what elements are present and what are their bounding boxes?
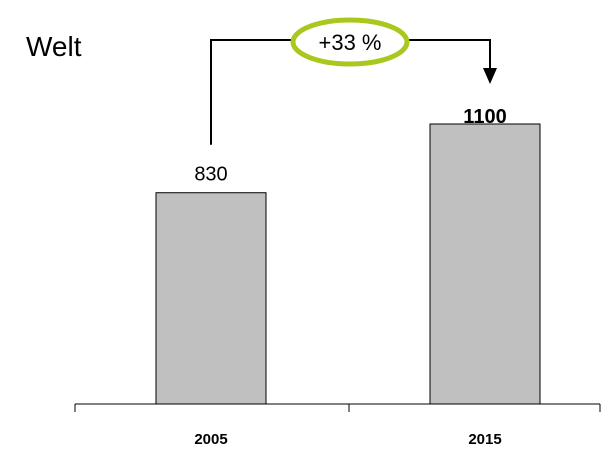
bar-2015 (429, 123, 541, 405)
growth-ring (290, 17, 410, 67)
x-tick-labels: 2005 2015 (194, 431, 501, 448)
bar-2005 (155, 192, 267, 405)
chart-title: Welt (26, 31, 82, 62)
value-label-2015: 1100 (463, 106, 506, 128)
tick-label-2015: 2015 (468, 431, 501, 448)
value-label-2005: 830 (194, 164, 227, 186)
x-axis-ticks (74, 404, 601, 412)
growth-annotation: +33 % (210, 17, 497, 145)
arrowhead-icon (483, 68, 497, 84)
value-labels-group: 830 1100 (194, 106, 506, 186)
tick-label-2005: 2005 (194, 431, 227, 448)
bars-group (155, 123, 541, 405)
growth-percent-label: +33 % (319, 30, 382, 55)
